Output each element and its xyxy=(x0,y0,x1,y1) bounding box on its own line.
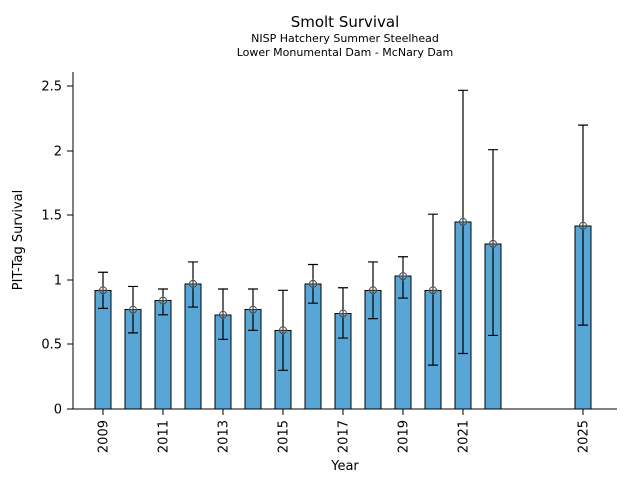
marker-plus-icon xyxy=(158,296,168,306)
y-tick-label-0: 0 xyxy=(54,403,62,418)
marker-2017 xyxy=(338,309,348,319)
y-tick-label-1.5: 1.5 xyxy=(41,209,62,224)
y-tick-label-0.5: 0.5 xyxy=(41,338,62,353)
x-tick-label-2013: 2013 xyxy=(217,420,232,453)
marker-2011 xyxy=(158,296,168,306)
marker-plus-icon xyxy=(188,279,198,289)
x-axis-label: Year xyxy=(330,459,359,474)
marker-2015 xyxy=(278,325,288,335)
marker-plus-icon xyxy=(248,305,258,315)
marker-2012 xyxy=(188,279,198,289)
marker-2022 xyxy=(488,239,498,249)
marker-plus-icon xyxy=(488,239,498,249)
marker-plus-icon xyxy=(458,217,468,227)
marker-plus-icon xyxy=(428,285,438,295)
chart-subtitle-line1: NISP Hatchery Summer Steelhead xyxy=(251,32,439,45)
marker-2010 xyxy=(128,305,138,315)
marker-2014 xyxy=(248,305,258,315)
marker-2013 xyxy=(218,310,228,320)
x-tick-label-2017: 2017 xyxy=(337,420,352,453)
marker-plus-icon xyxy=(308,279,318,289)
marker-plus-icon xyxy=(278,325,288,335)
marker-plus-icon xyxy=(578,221,588,231)
marker-2016 xyxy=(308,279,318,289)
marker-2025 xyxy=(578,221,588,231)
y-tick-label-1: 1 xyxy=(54,274,62,289)
chart-subtitle-line2: Lower Monumental Dam - McNary Dam xyxy=(237,46,454,59)
y-tick-label-2.5: 2.5 xyxy=(41,80,62,95)
marker-2019 xyxy=(398,271,408,281)
x-tick-label-2025: 2025 xyxy=(577,420,592,453)
marker-plus-icon xyxy=(398,271,408,281)
x-tick-label-2021: 2021 xyxy=(457,420,472,453)
marker-plus-icon xyxy=(128,305,138,315)
marker-2009 xyxy=(98,285,108,295)
marker-2018 xyxy=(368,285,378,295)
y-tick-label-2: 2 xyxy=(54,145,62,160)
x-tick-label-2015: 2015 xyxy=(277,420,292,453)
y-axis-label: PIT-Tag Survival xyxy=(11,190,26,290)
marker-plus-icon xyxy=(368,285,378,295)
marker-plus-icon xyxy=(338,309,348,319)
marker-2021 xyxy=(458,217,468,227)
x-tick-label-2011: 2011 xyxy=(157,420,172,453)
marker-plus-icon xyxy=(218,310,228,320)
x-tick-label-2009: 2009 xyxy=(97,420,112,453)
marker-2020 xyxy=(428,285,438,295)
x-tick-label-2019: 2019 xyxy=(397,420,412,453)
chart-title: Smolt Survival xyxy=(291,13,400,31)
bar-2011 xyxy=(154,300,172,410)
marker-plus-icon xyxy=(98,285,108,295)
